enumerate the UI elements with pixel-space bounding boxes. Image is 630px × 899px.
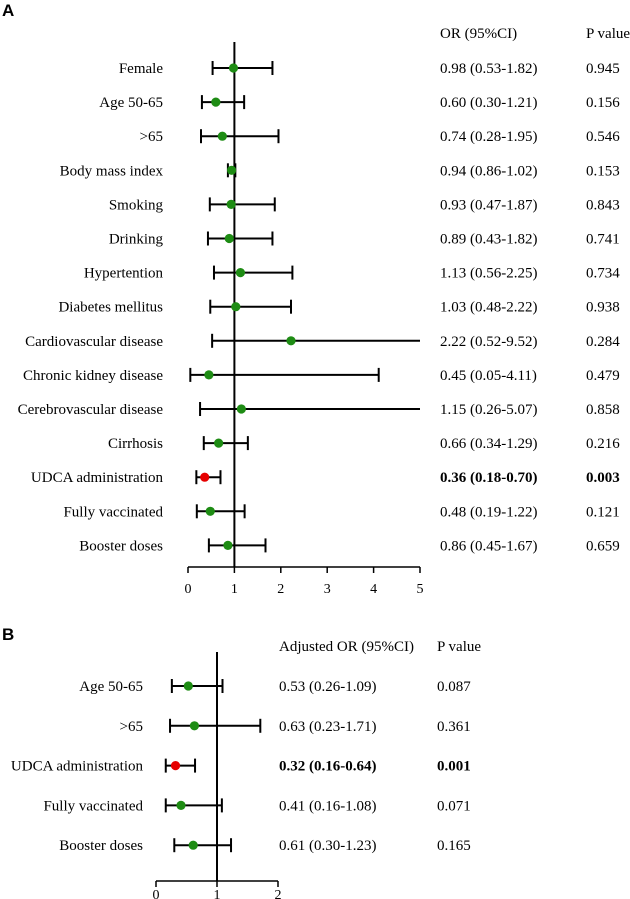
or-point xyxy=(176,800,186,811)
or-point xyxy=(205,506,215,516)
row-label: Hypertention xyxy=(84,266,164,282)
x-tick-label: 5 xyxy=(417,582,424,597)
or-ci-value: 0.53 (0.26-1.09) xyxy=(279,679,377,695)
row-label: Cardiovascular disease xyxy=(25,334,163,350)
or-point xyxy=(286,336,296,346)
row-label: Booster doses xyxy=(59,838,143,854)
panel-letter: A xyxy=(2,1,14,20)
or-point xyxy=(189,721,200,731)
or-point xyxy=(223,540,233,551)
row-label: Fully vaccinated xyxy=(43,798,143,814)
or-point xyxy=(226,199,236,209)
or-ci-value: 0.36 (0.18-0.70) xyxy=(440,470,538,486)
p-value: 0.938 xyxy=(586,300,620,316)
or-point xyxy=(236,404,246,414)
x-tick-label: 2 xyxy=(277,582,284,597)
row-label: Cerebrovascular disease xyxy=(18,402,164,418)
or-ci-value: 0.48 (0.19-1.22) xyxy=(440,504,538,520)
or-point xyxy=(217,131,227,141)
or-ci-value: 0.89 (0.43-1.82) xyxy=(440,232,538,248)
p-value: 0.479 xyxy=(586,368,620,384)
p-value: 0.216 xyxy=(586,436,620,452)
or-ci-value: 0.98 (0.53-1.82) xyxy=(440,61,538,77)
or-ci-value: 0.86 (0.45-1.67) xyxy=(440,538,538,554)
p-value: 0.284 xyxy=(586,334,620,350)
row-label: Fully vaccinated xyxy=(63,504,163,520)
row-label: Age 50-65 xyxy=(99,95,163,111)
ci-column-header: Adjusted OR (95%CI) xyxy=(279,639,414,655)
panel-a: A OR (95%CI) P value 0 1 2 3 4 5 Female 0.98 (0.53… xyxy=(2,1,630,597)
p-value: 0.003 xyxy=(586,470,620,486)
or-ci-value: 2.22 (0.52-9.52) xyxy=(440,334,538,350)
p-value: 0.071 xyxy=(437,798,471,814)
x-tick-label: 2 xyxy=(275,888,282,899)
x-tick-label: 3 xyxy=(324,582,331,597)
or-point xyxy=(188,840,198,850)
row-label: Body mass index xyxy=(60,163,164,179)
or-ci-value: 0.63 (0.23-1.71) xyxy=(279,719,377,735)
row-label: Smoking xyxy=(109,197,164,213)
p-value: 0.843 xyxy=(586,197,620,213)
panel-letter: B xyxy=(2,625,14,644)
or-point xyxy=(224,233,234,244)
row-label: UDCA administration xyxy=(11,759,144,775)
or-ci-value: 1.03 (0.48-2.22) xyxy=(440,300,538,316)
p-value: 0.659 xyxy=(586,538,620,554)
x-tick-label: 1 xyxy=(231,582,238,597)
row-label: UDCA administration xyxy=(31,470,164,486)
row-label: Age 50-65 xyxy=(79,679,143,695)
p-value: 0.734 xyxy=(586,266,620,282)
or-ci-value: 1.13 (0.56-2.25) xyxy=(440,266,538,282)
p-value: 0.165 xyxy=(437,838,471,854)
row-label: Diabetes mellitus xyxy=(58,300,163,316)
p-value: 0.121 xyxy=(586,504,620,520)
or-ci-value: 0.45 (0.05-4.11) xyxy=(440,368,537,384)
p-value: 0.858 xyxy=(586,402,620,418)
or-point xyxy=(231,302,241,312)
p-value: 0.741 xyxy=(586,232,620,248)
or-point xyxy=(200,472,210,482)
or-ci-value: 1.15 (0.26-5.07) xyxy=(440,402,538,418)
or-point xyxy=(183,681,193,691)
p-value: 0.087 xyxy=(437,679,471,695)
panel-b: B Adjusted OR (95%CI) P value 0 1 2 Age 50-65 0… xyxy=(2,625,481,899)
row-label: Cirrhosis xyxy=(108,436,163,452)
or-ci-value: 0.74 (0.28-1.95) xyxy=(440,129,538,145)
or-ci-value: 0.32 (0.16-0.64) xyxy=(279,759,377,775)
or-ci-value: 0.93 (0.47-1.87) xyxy=(440,197,538,213)
x-tick-label: 0 xyxy=(185,582,192,597)
p-value: 0.156 xyxy=(586,95,620,111)
row-label: Drinking xyxy=(109,232,164,248)
or-point xyxy=(227,165,237,175)
p-value-column-header: P value xyxy=(437,639,481,655)
row-label: Booster doses xyxy=(79,538,163,554)
or-ci-value: 0.61 (0.30-1.23) xyxy=(279,838,377,854)
p-value: 0.945 xyxy=(586,61,620,77)
row-label: >65 xyxy=(140,129,163,145)
or-ci-value: 0.60 (0.30-1.21) xyxy=(440,95,538,111)
or-ci-value: 0.94 (0.86-1.02) xyxy=(440,163,538,179)
or-ci-value: 0.41 (0.16-1.08) xyxy=(279,798,377,814)
or-ci-value: 0.66 (0.34-1.29) xyxy=(440,436,538,452)
or-point xyxy=(211,97,221,107)
p-value: 0.546 xyxy=(586,129,620,145)
row-label: Chronic kidney disease xyxy=(23,368,163,384)
p-value: 0.001 xyxy=(437,759,471,775)
ci-column-header: OR (95%CI) xyxy=(440,26,517,42)
row-label: Female xyxy=(119,61,163,77)
x-tick-label: 0 xyxy=(153,888,160,899)
or-point xyxy=(204,370,214,380)
or-point xyxy=(214,438,224,448)
x-tick-label: 4 xyxy=(370,582,377,597)
or-point xyxy=(170,761,181,771)
or-point xyxy=(235,268,246,278)
p-value: 0.361 xyxy=(437,719,471,735)
or-point xyxy=(228,63,239,73)
x-tick-label: 1 xyxy=(214,888,221,899)
p-value: 0.153 xyxy=(586,163,620,179)
p-value-column-header: P value xyxy=(586,26,630,42)
row-label: >65 xyxy=(120,719,143,735)
